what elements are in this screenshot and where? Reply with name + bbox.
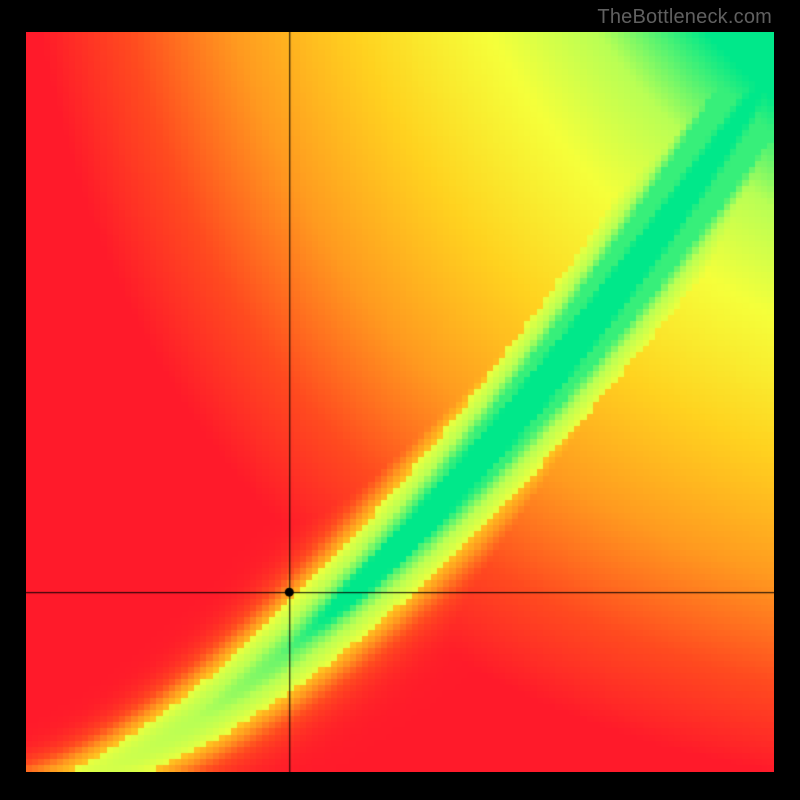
bottleneck-heatmap (26, 32, 774, 772)
chart-container: TheBottleneck.com (0, 0, 800, 800)
watermark-text: TheBottleneck.com (597, 6, 772, 29)
